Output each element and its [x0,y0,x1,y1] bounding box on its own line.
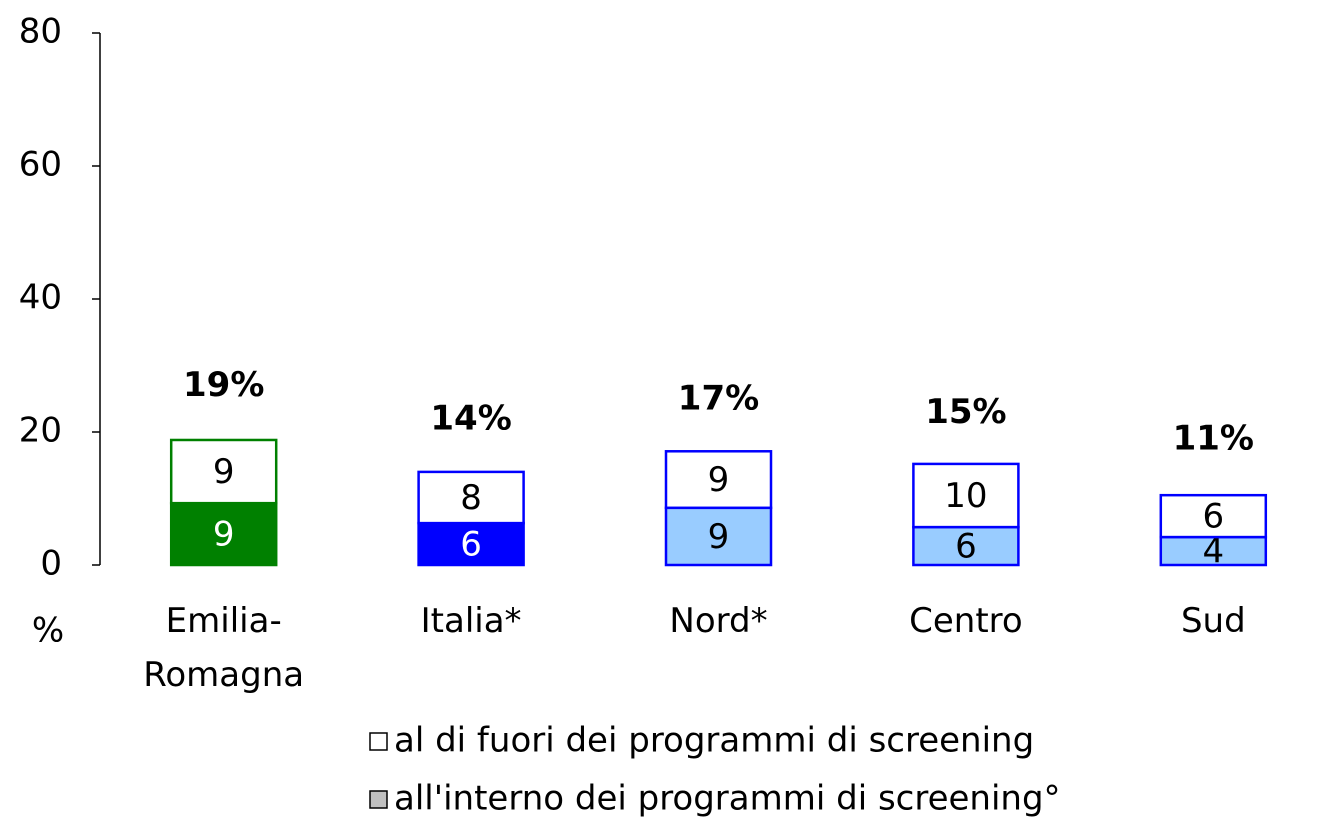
total-label: 19% [183,365,264,405]
bar-segment [1159,493,1268,539]
total-label: 14% [430,398,511,438]
data-label: 9 [213,452,235,492]
y-axis-label: % [32,611,64,651]
bar-segment [169,438,278,505]
data-label: 9 [708,460,730,500]
total-label: 17% [678,378,759,418]
total-label: 11% [1173,418,1254,458]
bar-segment [912,525,1020,567]
data-label: 4 [1202,532,1224,572]
legend-swatch [369,732,388,751]
legend-label: al di fuori dei programmi di screening [394,721,1034,761]
legend-swatch [369,790,388,809]
bar-segment [664,506,773,567]
x-tick-label: Italia* [421,601,522,641]
data-label: 9 [708,517,730,557]
data-label: 9 [213,515,235,555]
y-tick-label: 20 [19,411,62,451]
data-label: 6 [460,525,482,565]
bar-segment [417,470,525,525]
data-label: 10 [944,476,987,516]
y-tick-label: 80 [19,12,62,52]
data-label: 6 [955,527,977,567]
y-tick-label: 0 [40,544,62,584]
bar-segment [417,521,525,567]
x-tick-label: Nord* [669,601,767,641]
x-tick-label: Centro [909,601,1023,641]
total-label: 15% [925,392,1006,432]
bar-segment [912,462,1020,529]
y-tick-label: 60 [19,145,62,185]
legend-label: all'interno dei programmi di screening° [394,779,1061,819]
data-label: 8 [460,478,482,518]
x-tick-label: Sud [1181,601,1246,641]
x-tick-label: Emilia-Romagna [143,601,304,695]
bar-segment [664,450,773,510]
data-label: 6 [1202,497,1224,537]
y-tick-label: 40 [19,278,62,318]
